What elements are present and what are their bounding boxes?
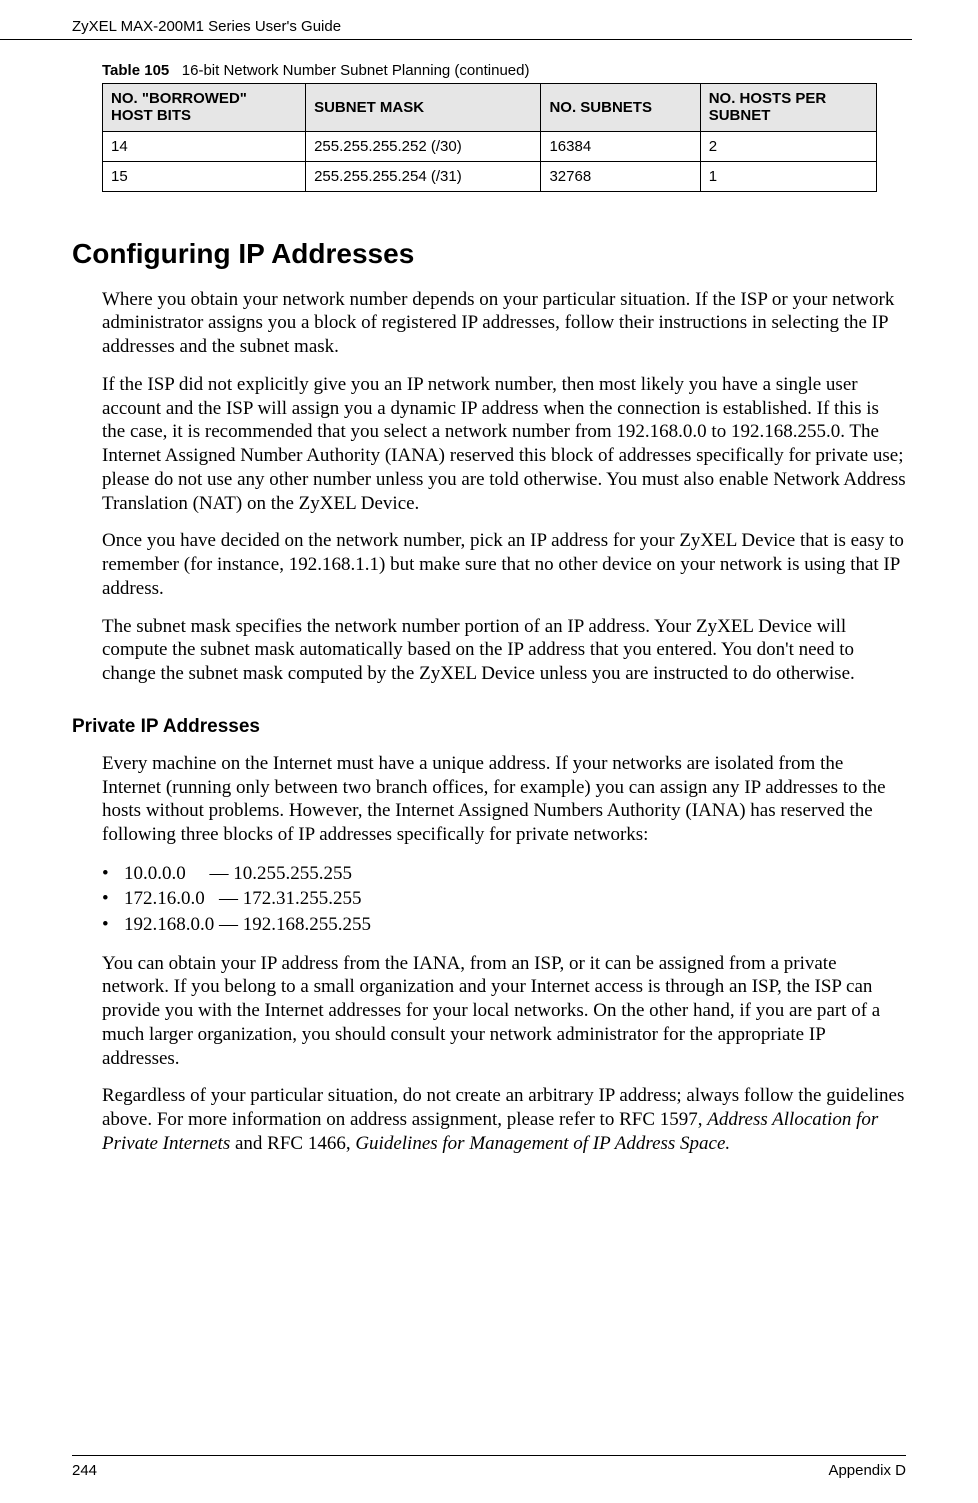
cell: 255.255.255.252 (/30)	[306, 131, 541, 161]
paragraph: If the ISP did not explicitly give you a…	[102, 373, 906, 516]
paragraph: Regardless of your particular situation,…	[102, 1084, 906, 1155]
appendix-label: Appendix D	[828, 1462, 906, 1479]
ip-range-list: 10.0.0.0 — 10.255.255.255 172.16.0.0 — 1…	[102, 861, 906, 938]
table-header-row: NO. "BORROWED"HOST BITS SUBNET MASK NO. …	[103, 84, 877, 132]
th-borrowed-host-bits: NO. "BORROWED"HOST BITS	[103, 84, 306, 132]
th-subnet-mask: SUBNET MASK	[306, 84, 541, 132]
cell: 16384	[541, 131, 700, 161]
th-line: NO. "BORROWED"	[111, 90, 247, 107]
page-footer: 244 Appendix D	[0, 1455, 978, 1479]
list-item: 172.16.0.0 — 172.31.255.255	[102, 886, 906, 912]
footer-line: 244 Appendix D	[72, 1455, 906, 1479]
paragraph: The subnet mask specifies the network nu…	[102, 615, 906, 686]
page-number: 244	[72, 1462, 97, 1479]
cell: 32768	[541, 161, 700, 191]
subnet-table: NO. "BORROWED"HOST BITS SUBNET MASK NO. …	[102, 83, 877, 192]
th-line: SUBNET	[709, 107, 771, 124]
table-row: 14 255.255.255.252 (/30) 16384 2	[103, 131, 877, 161]
running-header: ZyXEL MAX-200M1 Series User's Guide	[0, 0, 912, 40]
table-caption-text: 16-bit Network Number Subnet Planning (c…	[182, 62, 530, 79]
th-hosts-per-subnet: NO. HOSTS PERSUBNET	[700, 84, 876, 132]
table-caption-label: Table 105	[102, 62, 169, 79]
cell: 14	[103, 131, 306, 161]
list-item: 10.0.0.0 — 10.255.255.255	[102, 861, 906, 887]
th-line: NO. HOSTS PER	[709, 90, 827, 107]
table-caption: Table 105 16-bit Network Number Subnet P…	[102, 62, 906, 79]
cell: 2	[700, 131, 876, 161]
cell: 255.255.255.254 (/31)	[306, 161, 541, 191]
content-area: Table 105 16-bit Network Number Subnet P…	[0, 40, 978, 1156]
text-run: and RFC 1466,	[230, 1133, 355, 1154]
cell: 15	[103, 161, 306, 191]
paragraph: You can obtain your IP address from the …	[102, 952, 906, 1071]
heading-private-ip: Private IP Addresses	[72, 716, 906, 738]
table-row: 15 255.255.255.254 (/31) 32768 1	[103, 161, 877, 191]
paragraph: Where you obtain your network number dep…	[102, 288, 906, 359]
paragraph: Once you have decided on the network num…	[102, 529, 906, 600]
page: ZyXEL MAX-200M1 Series User's Guide Tabl…	[0, 0, 978, 1503]
th-no-subnets: NO. SUBNETS	[541, 84, 700, 132]
italic-text: Guidelines for Management of IP Address …	[355, 1133, 730, 1154]
th-line: HOST BITS	[111, 107, 191, 124]
paragraph: Every machine on the Internet must have …	[102, 752, 906, 847]
list-item: 192.168.0.0 — 192.168.255.255	[102, 912, 906, 938]
heading-configuring-ip: Configuring IP Addresses	[72, 238, 906, 270]
cell: 1	[700, 161, 876, 191]
